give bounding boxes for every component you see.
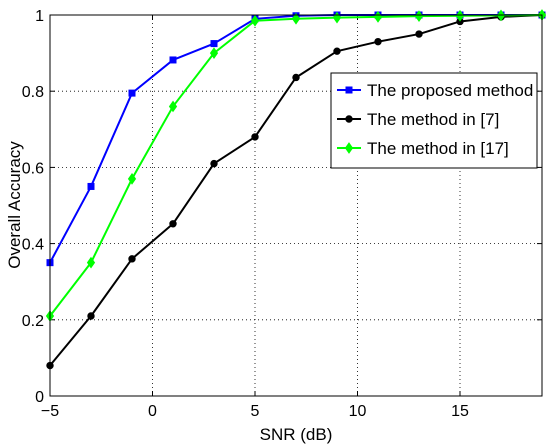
x-axis-label: SNR (dB)	[260, 425, 333, 444]
data-point-the-method-in-17	[86, 256, 96, 269]
y-tick-label: 1	[35, 8, 44, 25]
data-point-the-method-in-7	[251, 133, 259, 141]
legend-label: The method in [7]	[367, 110, 499, 129]
data-point-the-method-in-17	[209, 47, 219, 59]
data-point-the-method-in-17	[455, 9, 465, 22]
data-point-the-method-in-7	[210, 159, 218, 168]
data-point-the-method-in-17	[291, 12, 301, 25]
x-tick-label: 15	[451, 403, 469, 420]
data-point-the-method-in-7	[128, 255, 136, 263]
data-point-the-proposed-method	[128, 89, 136, 97]
x-tick-label: −5	[41, 403, 59, 420]
legend-label: The method in [17]	[367, 139, 509, 158]
data-point-the-method-in-7	[87, 312, 95, 320]
data-point-the-method-in-7	[292, 73, 300, 82]
legend: The proposed method The method in [7] The …	[330, 72, 538, 169]
y-tick-label: 0.2	[22, 313, 44, 330]
data-point-the-method-in-7	[374, 37, 382, 46]
y-tick-label: 0.4	[22, 237, 44, 254]
plot-area	[50, 15, 542, 396]
legend-label: The proposed method	[367, 81, 533, 100]
y-tick-label: 0	[35, 389, 44, 406]
x-tick-label: 0	[148, 403, 157, 420]
x-tick-label: 10	[349, 403, 367, 420]
y-axis-label: Overall Accuracy	[5, 141, 24, 269]
data-point-the-method-in-17	[414, 10, 424, 23]
data-point-the-proposed-method	[210, 40, 218, 48]
legend-box	[330, 72, 538, 169]
y-tick-label: 0.8	[22, 84, 44, 101]
data-point-the-method-in-17	[250, 14, 260, 27]
y-tick-label: 0.6	[22, 160, 44, 177]
x-tick-label: 5	[251, 403, 260, 420]
legend-swatch-marker	[345, 86, 353, 94]
data-point-the-method-in-7	[169, 220, 177, 228]
data-point-the-proposed-method	[169, 56, 177, 64]
plot-frame	[49, 14, 543, 397]
data-point-the-method-in-17	[168, 100, 178, 113]
legend-swatch-marker	[344, 142, 354, 154]
data-point-the-proposed-method	[87, 182, 95, 190]
data-point-the-method-in-7	[415, 30, 423, 38]
legend-swatch-marker	[345, 115, 353, 123]
data-point-the-method-in-17	[127, 172, 137, 185]
data-point-the-method-in-7	[333, 47, 341, 55]
